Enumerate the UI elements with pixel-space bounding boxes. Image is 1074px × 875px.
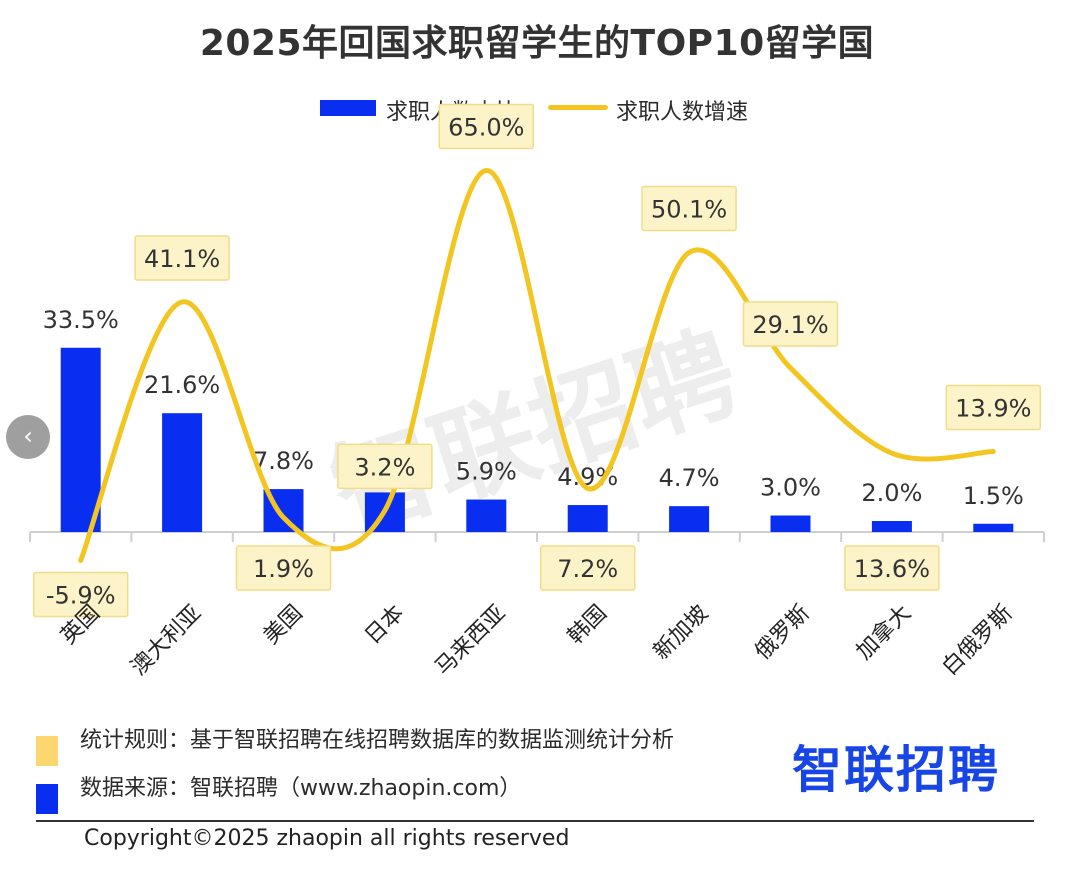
footer-divider — [36, 820, 1034, 822]
chart-title: 2025年回国求职留学生的TOP10留学国 — [199, 23, 875, 64]
growth-label: 41.1% — [144, 245, 220, 273]
carousel-prev-button[interactable]: ‹ — [6, 415, 50, 459]
growth-label: 1.9% — [253, 555, 314, 583]
category-label: 新加坡 — [649, 601, 713, 665]
copyright-text: Copyright©2025 zhaopin all rights reserv… — [84, 826, 570, 851]
growth-label-box — [539, 545, 636, 591]
growth-label: 13.6% — [854, 555, 930, 583]
growth-label-box — [945, 384, 1042, 431]
bar-2 — [162, 413, 203, 532]
bar-9 — [871, 521, 912, 532]
growth-label-box — [438, 103, 535, 150]
bar-7 — [669, 506, 710, 532]
note-rule: 统计规则：基于智联招聘在线招聘数据库的数据监测统计分析 — [36, 722, 796, 766]
note-source-text: 数据来源：智联招聘（www.zhaopin.com） — [80, 776, 522, 801]
note-rule-text: 统计规则：基于智联招聘在线招聘数据库的数据监测统计分析 — [80, 728, 675, 753]
growth-label-box — [32, 571, 129, 618]
category-label: 日本 — [360, 601, 409, 650]
bar-1 — [60, 347, 101, 532]
growth-label: -5.9% — [46, 581, 116, 609]
bar-5 — [466, 499, 507, 532]
legend-line-label: 求职人数增速 — [616, 100, 749, 125]
chevron-left-icon: ‹ — [23, 422, 33, 450]
bar-10 — [973, 523, 1014, 532]
growth-label-box — [742, 301, 839, 347]
growth-label-box — [641, 185, 737, 232]
growth-label: 29.1% — [752, 311, 828, 339]
bar-label: 3.0% — [760, 474, 821, 502]
growth-label: 3.2% — [354, 453, 415, 481]
growth-label: 50.1% — [651, 195, 727, 223]
category-label: 美国 — [259, 601, 308, 650]
category-label: 韩国 — [563, 601, 612, 650]
growth-label: 65.0% — [448, 114, 524, 142]
bar-label: 4.7% — [659, 464, 720, 492]
legend-bar-swatch — [320, 100, 376, 116]
growth-label-box — [235, 545, 332, 591]
combo-chart: 智联招聘33.5%21.6%7.8%7.2%5.9%4.9%4.7%3.0%2.… — [29, 103, 1045, 681]
growth-label-box — [337, 443, 433, 490]
growth-line — [78, 168, 996, 563]
bar-8 — [770, 515, 811, 532]
note-source: 数据来源：智联招聘（www.zhaopin.com） — [36, 770, 796, 814]
category-label: 白俄罗斯 — [938, 601, 1018, 681]
bar-label: 21.6% — [144, 371, 220, 399]
category-label: 俄罗斯 — [750, 601, 814, 665]
growth-label: 13.9% — [955, 395, 1031, 423]
growth-label-box — [844, 545, 940, 591]
category-label: 澳大利亚 — [126, 601, 206, 681]
growth-label-box — [134, 235, 230, 281]
category-label: 加拿大 — [851, 600, 916, 665]
legend-line-swatch — [548, 105, 608, 110]
note-rule-marker — [36, 736, 58, 766]
category-label: 马来西亚 — [431, 601, 511, 681]
bar-label: 1.5% — [963, 482, 1024, 510]
growth-label: 7.2% — [557, 555, 618, 583]
bar-label: 33.5% — [43, 306, 119, 334]
brand-logo: 智联招聘 — [792, 741, 1000, 799]
bar-label: 5.9% — [456, 458, 517, 486]
note-source-marker — [36, 784, 58, 814]
bar-label: 7.8% — [253, 447, 314, 475]
bar-label: 2.0% — [861, 479, 922, 507]
bar-6 — [567, 505, 608, 532]
